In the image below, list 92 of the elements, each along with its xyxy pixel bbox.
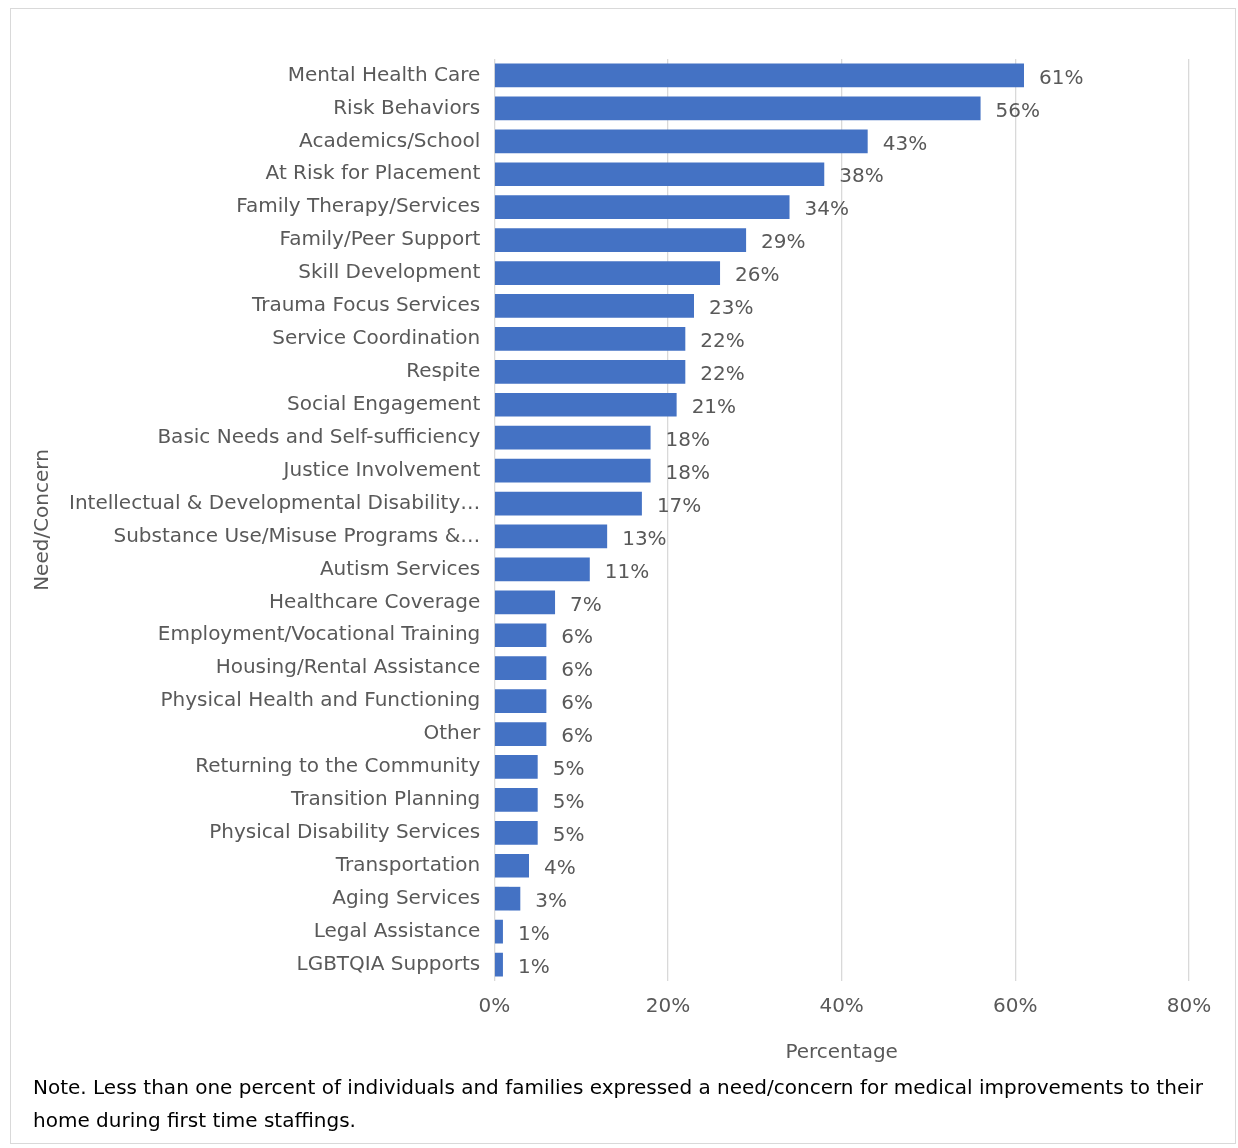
- bar: [494, 162, 825, 187]
- data-label: 6%: [561, 690, 594, 715]
- y-tick-label: Returning to the Community: [195, 753, 481, 778]
- data-label: 43%: [882, 130, 928, 155]
- bar: [494, 96, 981, 121]
- y-tick-label: Transportation: [334, 851, 481, 876]
- y-tick-label: Skill Development: [298, 259, 481, 284]
- y-tick-label: Respite: [406, 358, 481, 383]
- y-tick-label: Risk Behaviors: [333, 94, 481, 119]
- data-label: 56%: [995, 97, 1041, 122]
- y-tick-label: At Risk for Placement: [265, 160, 481, 185]
- y-tick-label: Family/Peer Support: [279, 226, 481, 251]
- data-label: 18%: [665, 459, 711, 484]
- y-tick-label: Physical Health and Functioning: [160, 687, 481, 712]
- y-tick-label: Autism Services: [319, 555, 481, 580]
- x-tick-label: 20%: [645, 993, 691, 1018]
- bar: [494, 590, 556, 615]
- y-tick-label: Employment/Vocational Training: [157, 621, 481, 646]
- bar: [494, 491, 642, 516]
- bar: [494, 425, 651, 450]
- data-label: 13%: [622, 525, 667, 550]
- y-tick-label: Housing/Rental Assistance: [215, 654, 481, 679]
- data-label: 6%: [561, 723, 594, 748]
- bar: [494, 788, 538, 812]
- data-label: 26%: [735, 262, 780, 287]
- bar: [494, 722, 547, 746]
- bar: [494, 755, 538, 779]
- data-label: 22%: [700, 361, 745, 386]
- y-tick-label: Healthcare Coverage: [269, 588, 481, 613]
- y-tick-label: Legal Assistance: [313, 917, 481, 942]
- data-label: 1%: [517, 953, 550, 978]
- data-label: 5%: [552, 756, 585, 781]
- bar: [494, 886, 521, 911]
- data-label: 6%: [561, 657, 594, 682]
- data-label: 34%: [804, 196, 849, 221]
- data-label: 3%: [535, 887, 568, 912]
- data-label: 22%: [700, 328, 745, 353]
- bar: [494, 129, 868, 154]
- y-tick-label: LGBTQIA Supports: [296, 950, 481, 975]
- bar: [494, 689, 547, 713]
- y-tick-label: Intellectual & Developmental Disability…: [68, 489, 481, 514]
- y-tick-label: Family Therapy/Services: [236, 193, 481, 218]
- data-label: 1%: [517, 920, 550, 945]
- data-label: 7%: [570, 591, 602, 616]
- y-tick-label: Aging Services: [332, 884, 481, 909]
- y-tick-label: Substance Use/Misuse Programs &…: [113, 522, 481, 547]
- bar: [494, 919, 503, 944]
- data-label: 6%: [561, 624, 594, 649]
- bar: [494, 327, 686, 351]
- y-tick-label: Physical Disability Services: [209, 819, 481, 844]
- data-label: 11%: [604, 558, 650, 583]
- bar: [494, 524, 608, 549]
- data-label: 38%: [839, 163, 884, 188]
- y-tick-label: Justice Involvement: [281, 456, 481, 481]
- x-tick-label: 0%: [478, 993, 511, 1018]
- bar: [494, 623, 547, 648]
- bar: [494, 952, 503, 977]
- data-label: 5%: [552, 789, 585, 814]
- bar: [494, 228, 747, 252]
- y-axis-title: Need/Concern: [29, 449, 54, 591]
- bar: [494, 294, 694, 318]
- data-label: 23%: [709, 295, 754, 320]
- data-label: 18%: [665, 426, 711, 451]
- y-tick-label: Mental Health Care: [287, 61, 481, 86]
- y-tick-label: Academics/School: [299, 127, 481, 152]
- data-label: 4%: [544, 854, 576, 879]
- bar: [494, 458, 651, 483]
- bar: [494, 359, 686, 384]
- data-label: 61%: [1039, 64, 1084, 89]
- x-tick-label: 80%: [1166, 993, 1212, 1018]
- y-tick-label: Transition Planning: [290, 786, 481, 811]
- y-tick-label: Service Coordination: [272, 325, 481, 350]
- y-tick-label: Other: [423, 720, 482, 745]
- x-tick-label: 60%: [993, 993, 1038, 1018]
- y-tick-label: Social Engagement: [287, 390, 481, 415]
- data-label: 5%: [552, 822, 585, 847]
- bar: [494, 63, 1024, 88]
- bar: [494, 820, 538, 845]
- text: Note. Less than one percent of individuals and families expressed a need/concern for medical improvements to their home during first time staffings.: [33, 1074, 1204, 1134]
- bar: [494, 656, 547, 681]
- data-label: 17%: [656, 492, 702, 517]
- data-label: 29%: [761, 229, 806, 254]
- x-axis-title: Percentage: [785, 1039, 898, 1064]
- y-tick-label: Basic Needs and Self-sufficiency: [157, 423, 481, 448]
- bar: [494, 557, 590, 582]
- bar: [494, 261, 721, 285]
- bar: [494, 853, 529, 878]
- y-tick-label: Trauma Focus Services: [250, 292, 481, 317]
- data-label: 21%: [691, 393, 737, 418]
- x-tick-label: 40%: [819, 993, 864, 1018]
- bar: [494, 195, 790, 220]
- bar: [494, 392, 677, 417]
